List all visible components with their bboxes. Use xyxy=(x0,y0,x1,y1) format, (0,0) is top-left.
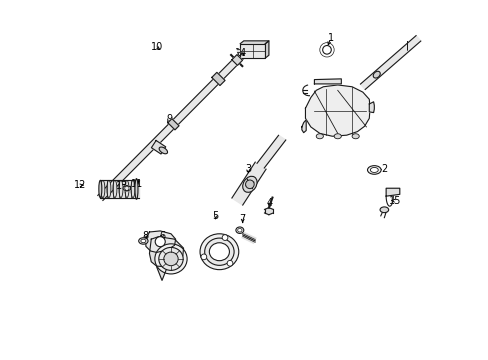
Ellipse shape xyxy=(204,238,234,265)
Polygon shape xyxy=(151,140,165,154)
Polygon shape xyxy=(360,36,420,90)
Text: 12: 12 xyxy=(74,180,86,190)
Polygon shape xyxy=(100,180,139,198)
Ellipse shape xyxy=(107,180,111,198)
Polygon shape xyxy=(167,119,179,130)
Text: 8: 8 xyxy=(142,231,149,240)
Ellipse shape xyxy=(351,134,359,139)
Ellipse shape xyxy=(237,228,242,232)
Ellipse shape xyxy=(139,238,148,244)
Polygon shape xyxy=(145,231,175,252)
Ellipse shape xyxy=(242,176,257,192)
Polygon shape xyxy=(257,135,285,168)
Text: 6: 6 xyxy=(159,231,165,240)
Circle shape xyxy=(222,235,227,240)
Text: 2: 2 xyxy=(381,164,386,174)
Polygon shape xyxy=(149,237,183,267)
Ellipse shape xyxy=(372,71,380,78)
Text: 11: 11 xyxy=(130,179,143,189)
Ellipse shape xyxy=(141,239,145,243)
Text: 15: 15 xyxy=(388,196,401,206)
Ellipse shape xyxy=(124,180,129,198)
Circle shape xyxy=(322,45,330,54)
Polygon shape xyxy=(231,162,265,205)
Ellipse shape xyxy=(135,179,138,199)
Text: 14: 14 xyxy=(234,48,246,58)
Ellipse shape xyxy=(369,167,378,172)
Polygon shape xyxy=(314,79,341,84)
Text: 7: 7 xyxy=(239,215,245,224)
Polygon shape xyxy=(98,54,243,201)
Ellipse shape xyxy=(113,180,117,198)
Ellipse shape xyxy=(235,227,244,233)
Ellipse shape xyxy=(99,180,102,198)
Polygon shape xyxy=(240,44,265,58)
Circle shape xyxy=(201,254,206,260)
Text: 4: 4 xyxy=(266,198,272,208)
Ellipse shape xyxy=(209,243,229,261)
Ellipse shape xyxy=(119,180,122,198)
Ellipse shape xyxy=(316,134,323,139)
Polygon shape xyxy=(240,41,268,44)
Polygon shape xyxy=(231,55,242,66)
Ellipse shape xyxy=(131,180,135,198)
Circle shape xyxy=(155,237,165,247)
Polygon shape xyxy=(368,102,373,113)
Text: 9: 9 xyxy=(166,114,172,124)
Ellipse shape xyxy=(159,247,183,270)
Circle shape xyxy=(226,260,232,266)
Circle shape xyxy=(245,180,254,189)
Polygon shape xyxy=(123,185,130,191)
Polygon shape xyxy=(211,72,224,86)
Polygon shape xyxy=(264,208,273,215)
Polygon shape xyxy=(305,85,369,136)
Ellipse shape xyxy=(333,134,341,139)
Text: 3: 3 xyxy=(244,164,251,174)
Ellipse shape xyxy=(367,166,380,174)
Polygon shape xyxy=(386,188,399,196)
Polygon shape xyxy=(156,267,167,280)
Text: 10: 10 xyxy=(150,42,163,52)
Ellipse shape xyxy=(101,180,104,198)
Text: 1: 1 xyxy=(327,33,333,43)
Polygon shape xyxy=(265,41,268,58)
Ellipse shape xyxy=(163,252,178,266)
Text: 5: 5 xyxy=(212,211,219,221)
Polygon shape xyxy=(301,120,305,133)
Ellipse shape xyxy=(159,147,167,154)
Polygon shape xyxy=(237,49,240,52)
Ellipse shape xyxy=(379,207,388,213)
Text: 13: 13 xyxy=(116,181,128,191)
Ellipse shape xyxy=(155,244,187,274)
Ellipse shape xyxy=(200,234,238,270)
